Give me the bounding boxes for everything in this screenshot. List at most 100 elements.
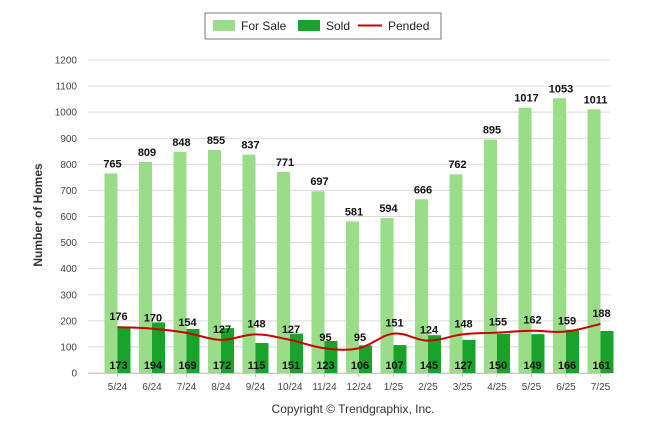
x-tick-label: 5/25 <box>522 382 542 393</box>
x-tick-label: 7/24 <box>177 382 197 393</box>
x-tick-label: 1/25 <box>384 382 404 393</box>
bar-for-sale <box>311 191 325 373</box>
data-label-pended: 170 <box>144 313 162 325</box>
y-tick-label: 700 <box>60 186 77 197</box>
bar-for-sale <box>277 171 290 373</box>
y-tick-label: 400 <box>60 264 77 275</box>
bar-sold <box>393 345 407 373</box>
data-label-for-sale: 1017 <box>514 93 538 105</box>
data-label-sold: 123 <box>316 360 334 372</box>
bar-sold <box>566 329 579 373</box>
pended-line-layer <box>117 322 601 351</box>
data-label-sold: 115 <box>248 360 266 372</box>
data-label-pended: 148 <box>454 318 472 330</box>
bar-sold <box>359 345 372 373</box>
data-label-for-sale: 697 <box>310 176 328 188</box>
data-label-for-sale: 895 <box>483 125 501 137</box>
copyright-text: Copyright © Trendgraphix, Inc. <box>272 402 435 416</box>
bar-sold <box>428 335 441 373</box>
data-label-for-sale: 848 <box>172 137 190 149</box>
bar-for-sale <box>173 151 187 373</box>
bar-sold <box>531 334 545 373</box>
x-tick-label: 10/24 <box>277 382 302 393</box>
data-label-for-sale: 1053 <box>549 83 573 95</box>
bar-sold <box>186 328 200 373</box>
data-label-sold: 145 <box>420 360 438 372</box>
legend-swatch-for-sale <box>213 20 235 31</box>
bar-sold <box>497 333 510 373</box>
data-label-for-sale: 581 <box>345 206 363 218</box>
legend-swatch-sold <box>298 20 320 31</box>
data-label-sold: 169 <box>178 360 196 372</box>
data-label-pended: 127 <box>282 324 300 336</box>
x-tick-label: 11/24 <box>312 382 337 393</box>
bar-sold <box>117 327 131 373</box>
data-label-sold: 151 <box>282 360 300 372</box>
data-label-for-sale: 809 <box>138 147 156 159</box>
data-label-pended: 154 <box>178 317 197 329</box>
bar-for-sale <box>518 107 532 374</box>
data-label-pended: 162 <box>523 315 541 327</box>
bar-for-sale <box>242 154 256 373</box>
legend-label-sold: Sold <box>326 19 350 33</box>
legend-label-for-sale: For Sale <box>241 19 287 33</box>
bar-for-sale <box>104 173 118 373</box>
data-labels: 765 173 809 194 848 169 855 172 837 115 771 151 697 1… <box>103 83 610 372</box>
data-label-sold: 106 <box>351 360 369 372</box>
x-tick-label: 12/24 <box>346 382 371 393</box>
data-label-pended: 188 <box>592 308 610 320</box>
bar-for-sale <box>415 199 428 373</box>
y-tick-label: 0 <box>71 369 77 380</box>
data-label-sold: 194 <box>144 360 163 372</box>
x-tick-label: 4/25 <box>487 382 507 393</box>
y-tick-label: 600 <box>60 212 77 223</box>
data-label-for-sale: 855 <box>207 135 225 147</box>
x-tick-label: 6/25 <box>556 382 576 393</box>
data-label-pended: 155 <box>489 317 507 329</box>
bar-for-sale <box>449 174 463 373</box>
x-tick-label: 9/24 <box>246 382 266 393</box>
bar-for-sale <box>553 98 566 373</box>
y-tick-label: 200 <box>60 316 77 327</box>
data-label-sold: 172 <box>213 360 231 372</box>
bar-for-sale <box>139 161 152 373</box>
bar-for-sale <box>346 221 359 373</box>
y-tick-label: 100 <box>60 342 77 353</box>
x-tick-label: 6/24 <box>142 382 162 393</box>
data-label-sold: 107 <box>385 360 403 372</box>
bar-for-sale <box>208 149 221 373</box>
data-label-for-sale: 762 <box>448 159 466 171</box>
y-axis: 0 100 200 300 400 500 600 700 800 900 1000 1100 1200 <box>55 56 78 380</box>
bar-sold <box>255 343 269 373</box>
y-tick-label: 300 <box>60 290 77 301</box>
data-label-sold: 166 <box>558 360 576 372</box>
data-label-sold: 173 <box>109 360 127 372</box>
x-tick-label: 8/24 <box>211 382 231 393</box>
legend-box <box>204 12 442 40</box>
y-tick-label: 500 <box>60 238 77 249</box>
data-label-for-sale: 771 <box>276 157 294 169</box>
bar-for-sale <box>587 109 601 374</box>
x-tick-label: 2/25 <box>418 382 438 393</box>
bar-sold <box>600 331 614 373</box>
legend: For Sale Sold Pended <box>204 12 442 40</box>
data-label-for-sale: 666 <box>414 184 432 196</box>
x-tick-label: 5/24 <box>108 382 128 393</box>
x-tick-label: 3/25 <box>453 382 473 393</box>
data-label-for-sale: 594 <box>379 203 398 215</box>
data-label-sold: 127 <box>454 360 472 372</box>
data-label-pended: 148 <box>247 318 265 330</box>
data-label-for-sale: 837 <box>241 140 259 152</box>
x-tick-label: 7/25 <box>591 382 611 393</box>
data-label-pended: 151 <box>385 318 403 330</box>
bar-sold <box>462 339 476 373</box>
data-label-for-sale: 1011 <box>584 94 608 106</box>
y-tick-label: 1200 <box>55 56 78 67</box>
data-label-pended: 176 <box>109 311 127 323</box>
bar-for-sale <box>380 218 394 373</box>
data-label-pended: 127 <box>213 324 231 336</box>
y-tick-label: 900 <box>60 134 77 145</box>
bar-for-sale <box>484 139 497 373</box>
y-tick-label: 1100 <box>55 82 77 93</box>
